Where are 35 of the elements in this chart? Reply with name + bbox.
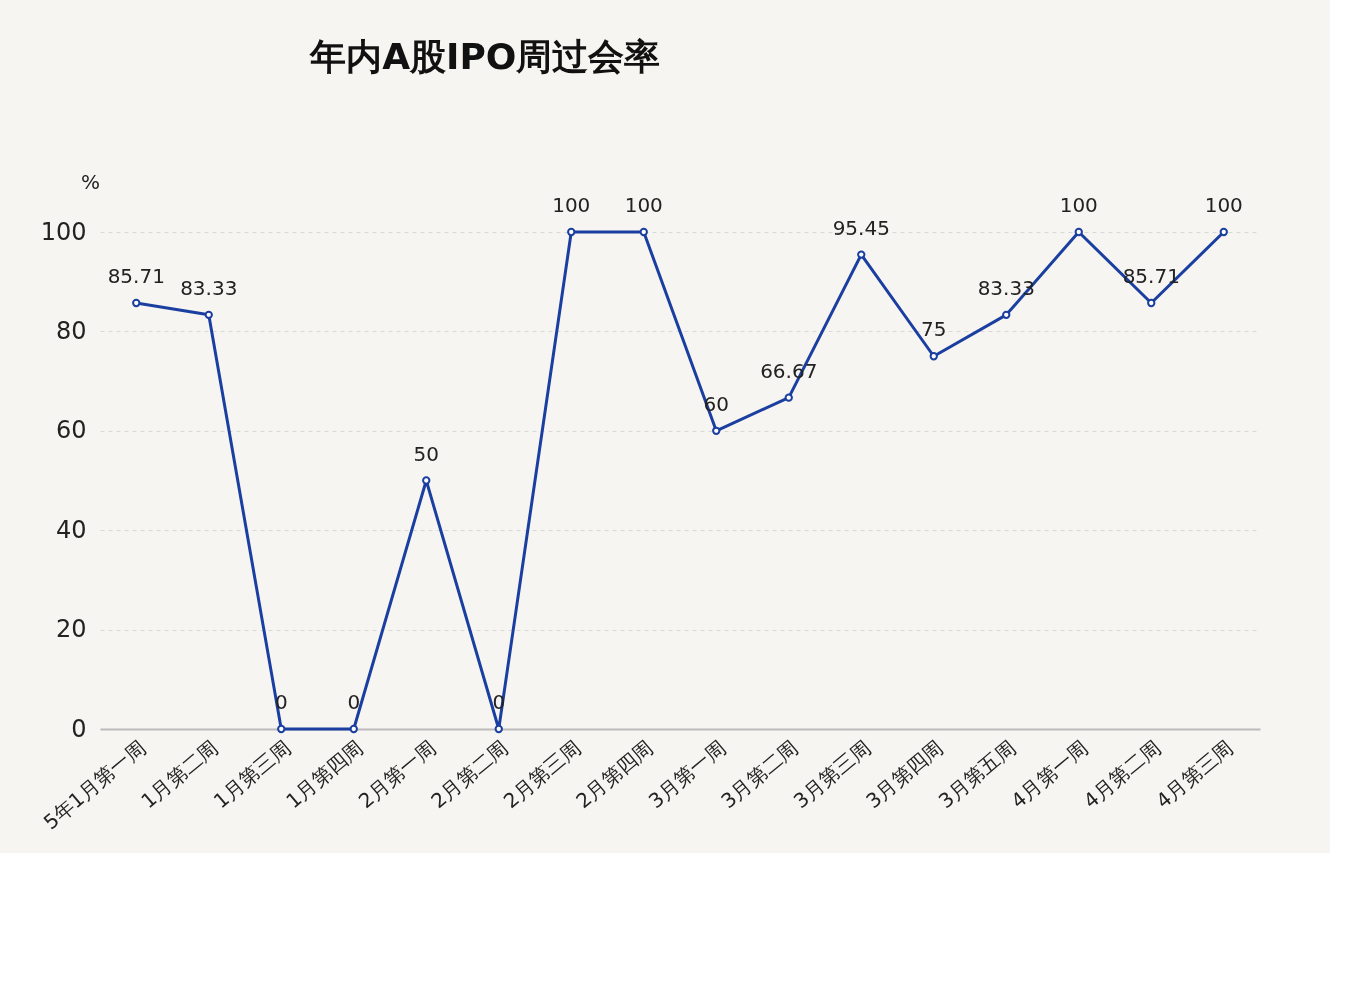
point: [784, 393, 793, 402]
point: [639, 227, 648, 237]
y-axis-title: %: [80, 169, 101, 194]
data-label: 100: [552, 193, 591, 217]
point: [422, 476, 431, 485]
point: [1002, 310, 1011, 320]
point: [277, 724, 286, 734]
data-label: 85.71: [1122, 264, 1180, 289]
point: [1074, 227, 1083, 237]
data-label: 100: [624, 193, 663, 217]
y-tick-label: 80: [55, 316, 87, 345]
y-tick-label: 100: [40, 217, 87, 246]
point: [1219, 227, 1228, 237]
point: [712, 426, 721, 435]
data-label: 75: [921, 317, 947, 342]
y-tick-label: 40: [55, 515, 87, 544]
point: [204, 310, 213, 320]
y-tick-label: 60: [55, 416, 87, 445]
data-label: 83.33: [180, 275, 238, 300]
data-label: 50: [413, 441, 439, 466]
data-label: 0: [347, 690, 361, 714]
data-label: 85.71: [107, 264, 165, 289]
point: [857, 250, 866, 259]
point: [567, 227, 576, 237]
chart-title: 年内A股IPO周过会率: [309, 36, 661, 77]
data-label: 100: [1204, 193, 1243, 217]
point: [132, 298, 141, 308]
data-label: 100: [1059, 193, 1098, 217]
y-tick-label: 0: [71, 714, 87, 743]
point: [349, 724, 358, 734]
point: [494, 724, 503, 734]
data-label: 95.45: [832, 215, 890, 240]
y-tick-label: 20: [55, 615, 87, 644]
point: [1147, 298, 1156, 308]
point: [929, 352, 938, 361]
